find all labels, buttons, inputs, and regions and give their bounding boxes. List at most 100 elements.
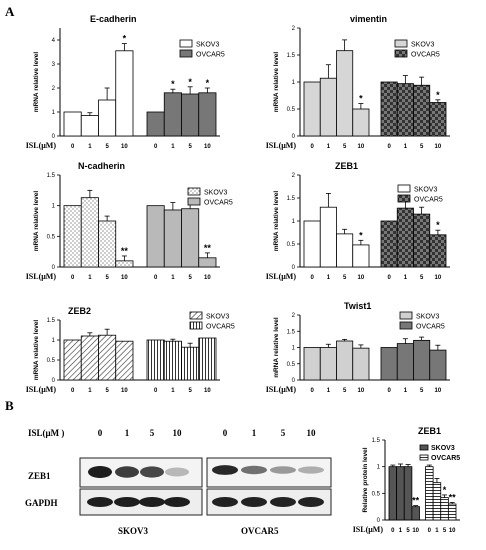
x-tick-label: 0 [310,275,314,281]
chart-5: Twist1 0 0.5 1 1.5 2 mRNA relative level 0 1 5 10 0… [266,301,450,394]
y-tick-label: 0 [52,134,56,140]
y-tick-label: 1.5 [47,173,56,179]
y-tick-label: 0.5 [47,358,56,364]
legend-swatch [397,194,411,203]
x-tick-label: 1 [88,388,92,394]
band-zeb1-skov3 [140,466,164,478]
x-tick-label: 1 [88,275,92,281]
legend-label: OVCAR5 [416,324,445,331]
blot-group-skov3: SKOV3 [118,526,149,536]
significance-mark: ** [449,492,457,502]
y-tick-label: 2 [292,173,296,179]
bar [411,506,420,521]
x-tick-label: 10 [412,528,419,534]
x-tick-label: 1 [327,388,331,394]
x-tick-label: 10 [435,388,442,394]
bar [319,206,337,268]
y-tick-label: 0 [292,378,296,384]
legend-swatch [399,321,413,330]
significance-mark: * [359,230,363,240]
x-axis-prefix: ISL(μM) [266,385,297,394]
bar [181,346,200,381]
bar [98,99,117,137]
blot-dose-ovcar5: 5 [281,428,286,438]
y-tick-label: 1 [377,465,381,471]
x-tick-label: 10 [204,388,211,394]
x-tick-label: 10 [435,275,442,281]
y-tick-label: 3 [52,62,56,68]
x-tick-label: 5 [105,275,109,281]
x-tick-label: 0 [387,275,391,281]
y-tick-label: 0 [52,378,56,384]
x-axis-prefix: ISL(μM) [26,272,57,281]
band-gapdh-ovcar5 [298,497,324,507]
significance-mark: ** [204,243,212,253]
bar [380,81,398,137]
y-tick-label: 0.5 [372,491,381,497]
bar [98,334,117,381]
y-tick-label: 4 [52,38,56,44]
band-zeb1-ovcar5 [241,465,267,475]
bar [396,466,405,521]
legend-label: OVCAR5 [196,52,225,59]
band-gapdh-skov3 [114,497,140,507]
bar [80,115,99,137]
legend-label: SKOV3 [206,314,229,321]
bar [388,466,398,521]
band-gapdh-skov3 [164,497,190,507]
bar [336,50,354,137]
x-tick-label: 0 [387,144,391,150]
chart-title: vimentin [350,14,387,24]
significance-mark: * [188,77,192,87]
y-tick-label: 1.5 [47,318,56,324]
blot-row-zeb1: ZEB1 [28,471,51,481]
x-tick-label: 5 [188,275,192,281]
x-tick-label: 1 [171,275,175,281]
y-tick-label: 1 [292,219,296,225]
x-tick-label: 10 [358,144,365,150]
bar [380,347,398,381]
x-tick-label: 1 [404,388,408,394]
y-axis-label: mRNA relative level [273,191,280,252]
legend-swatch [397,184,411,193]
bar [303,347,321,381]
y-tick-label: 0 [292,134,296,140]
y-tick-label: 1.5 [287,53,296,59]
blot-header: ISL(μM ) [28,428,64,438]
x-tick-label: 1 [327,275,331,281]
chart-title: Twist1 [344,301,371,311]
bar [146,111,165,137]
y-axis-label: mRNA relative level [33,52,40,113]
chart-title: E-cadherin [90,14,137,24]
legend-swatch [179,39,193,48]
bar [303,81,321,137]
x-axis-prefix: ISL(μM) [353,525,384,534]
bar [146,339,165,381]
x-tick-label: 10 [121,388,128,394]
legend-swatch [419,444,429,451]
legend-swatch [187,197,201,206]
bar [396,207,414,268]
x-tick-label: 0 [310,144,314,150]
y-tick-label: 2 [292,313,296,319]
blot-dose-labels: 0 0 1 1 5 5 10 10 [98,428,316,438]
bar [163,92,182,137]
y-axis-label: mRNA relative level [33,320,40,381]
bar [198,92,217,137]
blot-bands [87,465,324,507]
bar [319,347,337,381]
bar [80,197,99,268]
legend-swatch [399,311,413,320]
blot-dose-skov3: 0 [98,428,103,438]
x-tick-label: 10 [358,275,365,281]
bar [413,339,431,381]
x-axis-prefix: ISL(μM) [26,141,57,150]
bar [63,339,82,381]
bar [440,497,449,521]
legend-label: SKOV3 [416,314,439,321]
y-tick-label: 1.5 [287,196,296,202]
bar [163,340,182,381]
x-tick-label: 5 [105,144,109,150]
